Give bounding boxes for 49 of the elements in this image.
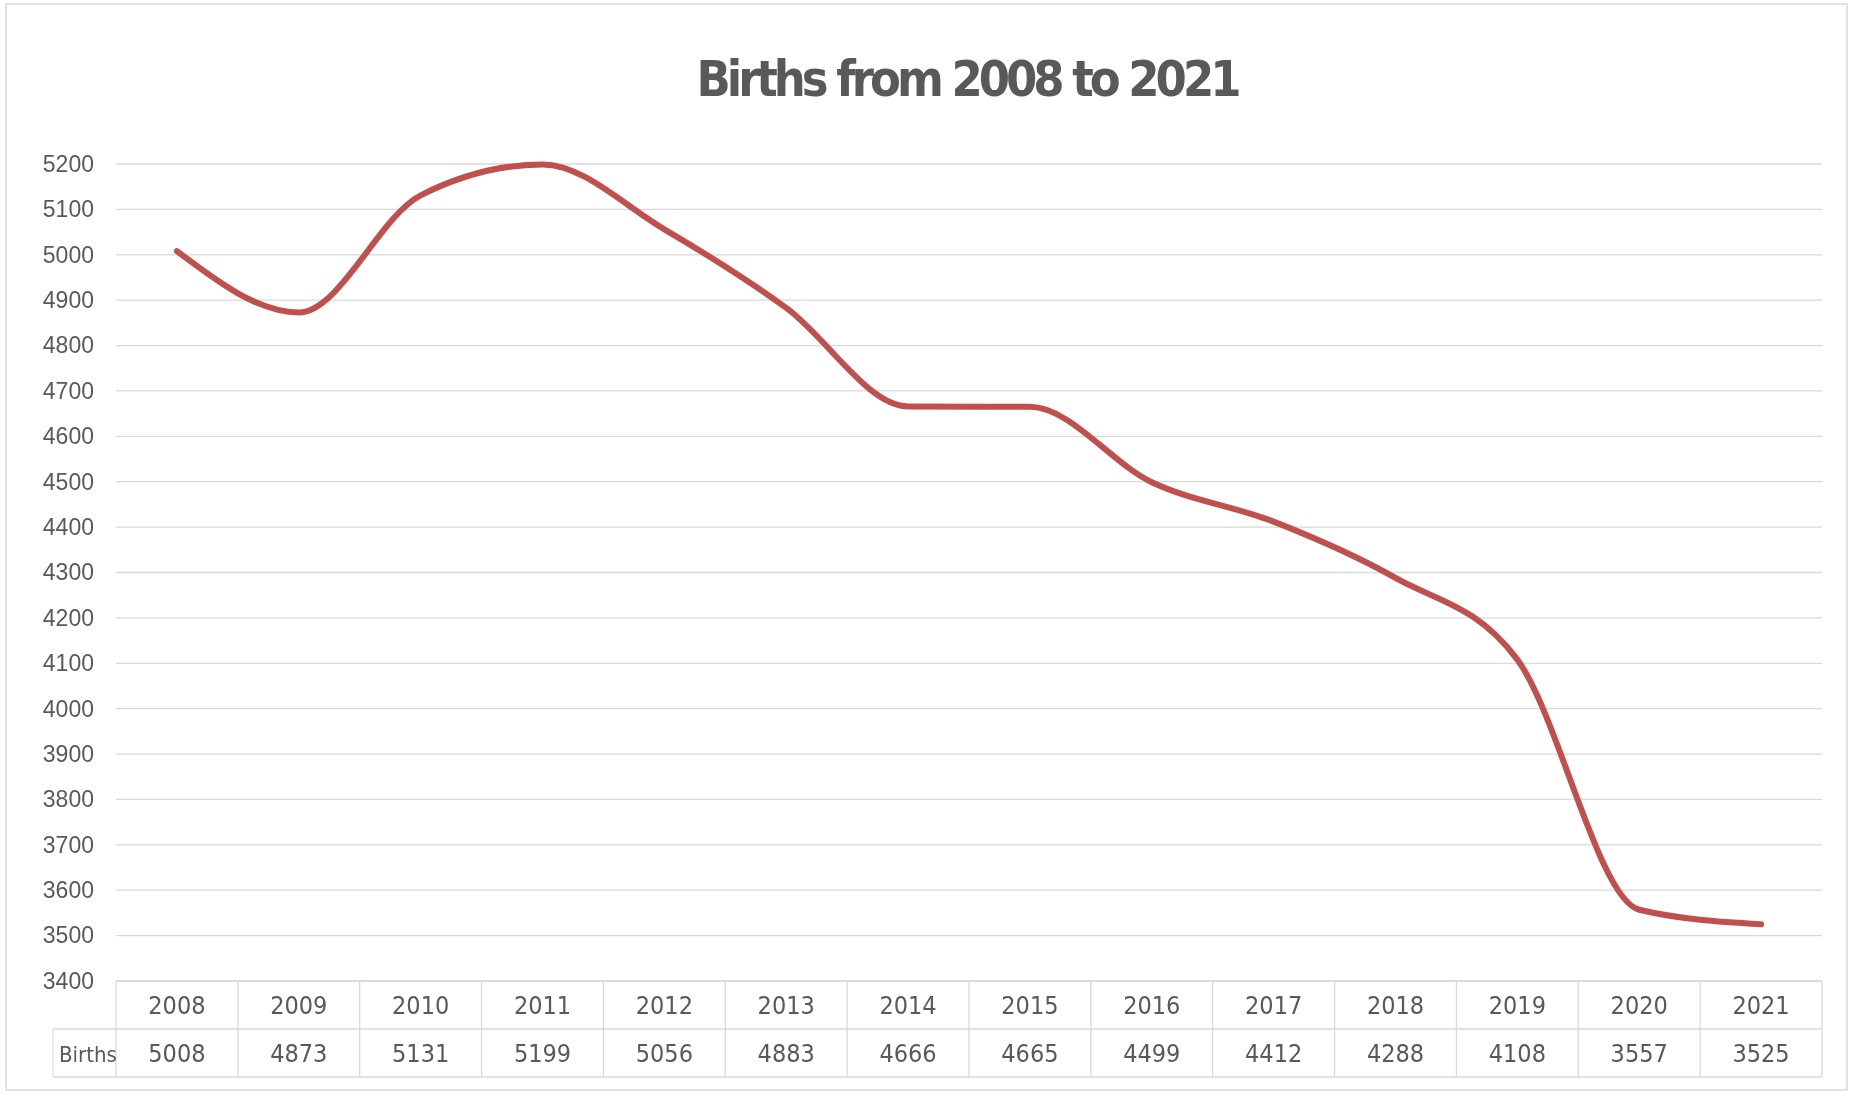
y-tick-label: 3600 [42, 877, 94, 904]
data-label: 5199 [513, 1039, 572, 1068]
x-tick-label: 2018 [1366, 991, 1425, 1020]
y-tick-label: 3800 [42, 786, 94, 813]
y-tick-label: 3500 [42, 922, 94, 949]
y-tick-label: 4200 [42, 604, 94, 631]
chart-title: Births from 2008 to 2021 [696, 50, 1242, 108]
y-tick-label: 4800 [42, 332, 94, 359]
data-label: 4499 [1123, 1039, 1181, 1068]
data-label: 4108 [1488, 1039, 1546, 1068]
x-tick-label: 2011 [513, 991, 572, 1020]
x-tick-label: 2009 [270, 991, 328, 1020]
data-label: 4412 [1245, 1039, 1303, 1068]
y-tick-label: 3900 [42, 740, 94, 767]
y-tick-label: 3400 [42, 967, 94, 994]
x-tick-label: 2017 [1245, 991, 1303, 1020]
data-label: 4288 [1366, 1039, 1425, 1068]
text: Births [59, 1042, 117, 1067]
data-label: 3557 [1610, 1039, 1668, 1068]
y-tick-label: 4500 [42, 468, 94, 495]
x-tick-label: 2021 [1732, 991, 1790, 1020]
y-tick-label: 5000 [42, 241, 94, 268]
data-label: 3525 [1732, 1039, 1790, 1068]
y-tick-label: 3700 [42, 831, 94, 858]
data-label: 4873 [270, 1039, 328, 1068]
y-tick-label: 4400 [42, 513, 94, 540]
y-tick-label: 4100 [42, 650, 94, 677]
x-tick-label: 2019 [1488, 991, 1546, 1020]
x-tick-label: 2015 [1001, 991, 1059, 1020]
y-tick-label: 4900 [42, 287, 94, 314]
data-label: 5008 [148, 1039, 206, 1068]
x-tick-label: 2014 [879, 991, 937, 1020]
x-tick-label: 2008 [148, 991, 206, 1020]
y-tick-label: 4000 [42, 695, 94, 722]
x-tick-label: 2013 [757, 991, 815, 1020]
x-tick-label: 2012 [635, 991, 693, 1020]
data-label: 5056 [635, 1039, 693, 1068]
y-tick-label: 4600 [42, 423, 94, 450]
y-tick-label: 5100 [42, 196, 94, 223]
x-tick-label: 2016 [1123, 991, 1181, 1020]
y-tick-label: 5200 [42, 150, 94, 177]
x-tick-label: 2020 [1610, 991, 1668, 1020]
data-label: 4665 [1001, 1039, 1059, 1068]
y-tick-label: 4700 [42, 377, 94, 404]
data-label: 4666 [879, 1039, 937, 1068]
data-label: 4883 [757, 1039, 815, 1068]
data-label: 5131 [392, 1039, 450, 1068]
x-tick-label: 2010 [392, 991, 450, 1020]
y-tick-label: 4300 [42, 559, 94, 586]
